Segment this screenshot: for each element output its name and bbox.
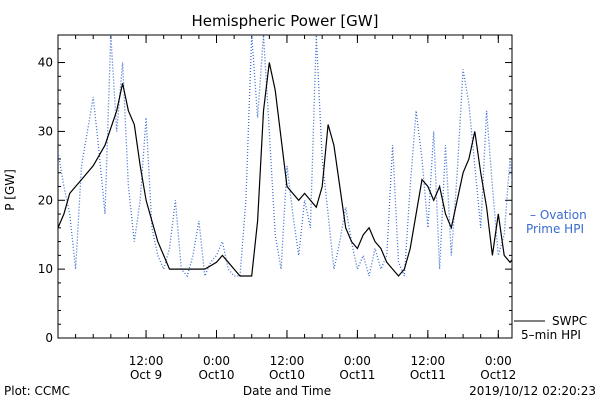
x-tick-label-date: Oct 9	[130, 368, 162, 382]
series-layer	[58, 35, 512, 279]
x-tick-label-date: Oct12	[480, 368, 516, 382]
x-tick-label-time: 12:00	[129, 354, 164, 368]
x-tick-label-date: Oct10	[269, 368, 305, 382]
y-tick-label: 10	[38, 262, 53, 276]
footer-x-axis-label: Date and Time	[243, 384, 331, 398]
x-tick-label-time: 0:00	[203, 354, 230, 368]
x-tick-label-date: Oct10	[198, 368, 234, 382]
legend-swpc-label-line2: 5–min HPI	[521, 328, 581, 342]
x-tick-label-time: 0:00	[485, 354, 512, 368]
plot-frame	[57, 34, 513, 339]
x-tick-label-time: 12:00	[270, 354, 305, 368]
y-axis: 0 10 20 30 40	[38, 34, 512, 345]
y-tick-label: 0	[45, 331, 53, 345]
x-tick-label-time: 12:00	[411, 354, 446, 368]
series-line-swpc	[58, 62, 512, 277]
x-tick-label-date: Oct11	[410, 368, 446, 382]
legend-ovation-label-line2: Prime HPI	[526, 222, 584, 236]
plot-border	[57, 34, 513, 339]
series-line-ovation-prime	[58, 35, 512, 279]
y-axis-label: P [GW]	[3, 169, 17, 211]
chart-title: Hemispheric Power [GW]	[192, 12, 379, 30]
y-tick-label: 40	[38, 56, 53, 70]
y-tick-label: 30	[38, 124, 53, 138]
legend-swpc-label-line1: SWPC	[552, 314, 587, 328]
footer-plot-source: Plot: CCMC	[4, 384, 70, 398]
y-tick-label: 20	[38, 193, 53, 207]
x-tick-label-time: 0:00	[344, 354, 371, 368]
legend: – Ovation Prime HPI SWPC 5–min HPI	[514, 208, 587, 342]
x-tick-label-date: Oct11	[339, 368, 375, 382]
legend-ovation-label-line1: – Ovation	[530, 208, 587, 222]
footer-timestamp: 2019/10/12 02:20:23	[469, 384, 596, 398]
